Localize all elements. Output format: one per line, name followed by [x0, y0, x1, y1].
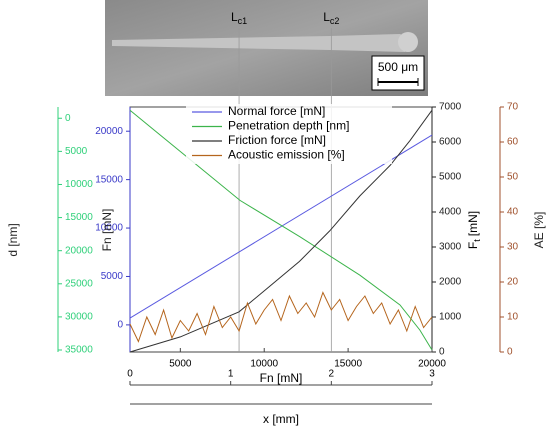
x2-tick-label: 2	[329, 369, 335, 380]
x2-axis-label: x [mm]	[263, 412, 299, 426]
critical-load-label-sub: c1	[238, 16, 248, 26]
y-tick-label: 0	[117, 320, 123, 331]
scale-bar-label: 500 μm	[378, 60, 418, 74]
y4-tick-label: 0	[507, 347, 513, 358]
y2-tick-label: 5000	[439, 172, 462, 183]
x-tick-label: 5000	[169, 359, 192, 370]
y3-tick-label: 30000	[65, 312, 93, 323]
x-tick-label: 15000	[334, 359, 362, 370]
legend-box	[186, 104, 392, 164]
y-tick-label: 15000	[95, 174, 123, 185]
y2-axis-label-main: F	[466, 242, 480, 249]
series-line	[129, 291, 433, 343]
sem-image: 500 μm	[105, 0, 428, 96]
legend-label: Normal force [mN]	[228, 104, 325, 118]
y2-tick-label: 1000	[439, 312, 462, 323]
y3-tick-label: 25000	[65, 278, 93, 289]
legend-label: Penetration depth [nm]	[228, 119, 349, 133]
x2-tick-label: 1	[228, 369, 234, 380]
y3-tick-label: 15000	[65, 212, 93, 223]
series-line	[129, 134, 433, 319]
x2-tick-label: 0	[127, 369, 133, 380]
y-tick-label: 10000	[95, 223, 123, 234]
y2-axis-label-unit: [mN]	[466, 211, 480, 236]
y4-tick-label: 30	[507, 242, 519, 253]
y3-axis-label: d [nm]	[6, 223, 20, 256]
y3-tick-label: 10000	[65, 179, 93, 190]
y3-tick-label: 20000	[65, 245, 93, 256]
y4-tick-label: 20	[507, 277, 519, 288]
y-tick-label: 20000	[95, 126, 123, 137]
critical-load-label-sub: c2	[330, 16, 340, 26]
legend: Normal force [mN]Penetration depth [nm]F…	[186, 104, 392, 164]
critical-load-label-main: L	[231, 10, 238, 24]
y-axis-label: Fn [mN]	[100, 209, 114, 252]
y2-tick-label: 2000	[439, 277, 462, 288]
y2-tick-label: 6000	[439, 137, 462, 148]
y2-tick-label: 7000	[439, 102, 462, 113]
y3-tick-label: 35000	[65, 345, 93, 356]
series-line	[129, 109, 433, 353]
x-tick-label: 10000	[250, 359, 278, 370]
critical-load-label: Lc1	[231, 10, 247, 26]
x-tick-label: 20000	[418, 359, 446, 370]
x2-tick-label: 3	[429, 369, 435, 380]
y2-tick-label: 4000	[439, 207, 462, 218]
y4-tick-label: 60	[507, 137, 519, 148]
y2-axis-label-sub: t	[472, 239, 482, 242]
y4-axis-label: AE [%]	[532, 212, 546, 249]
y4-tick-label: 70	[507, 102, 519, 113]
y3-tick-label: 5000	[65, 146, 88, 157]
legend-label: Friction force [mN]	[228, 133, 326, 147]
legend-label: Acoustic emission [%]	[228, 148, 345, 162]
y4-tick-label: 40	[507, 207, 519, 218]
y2-tick-label: 3000	[439, 242, 462, 253]
y4-tick-label: 10	[507, 312, 519, 323]
y2-tick-label: 0	[439, 347, 445, 358]
y-tick-label: 5000	[101, 271, 124, 282]
y3-tick-label: 0	[65, 113, 71, 124]
y4-tick-label: 50	[507, 172, 519, 183]
critical-load-label: Lc2	[323, 10, 339, 26]
x-axis-label: Fn [mN]	[260, 371, 303, 385]
series-line	[129, 109, 433, 351]
critical-load-label-main: L	[323, 10, 330, 24]
y2-axis-label: Ft [mN]	[466, 211, 482, 249]
